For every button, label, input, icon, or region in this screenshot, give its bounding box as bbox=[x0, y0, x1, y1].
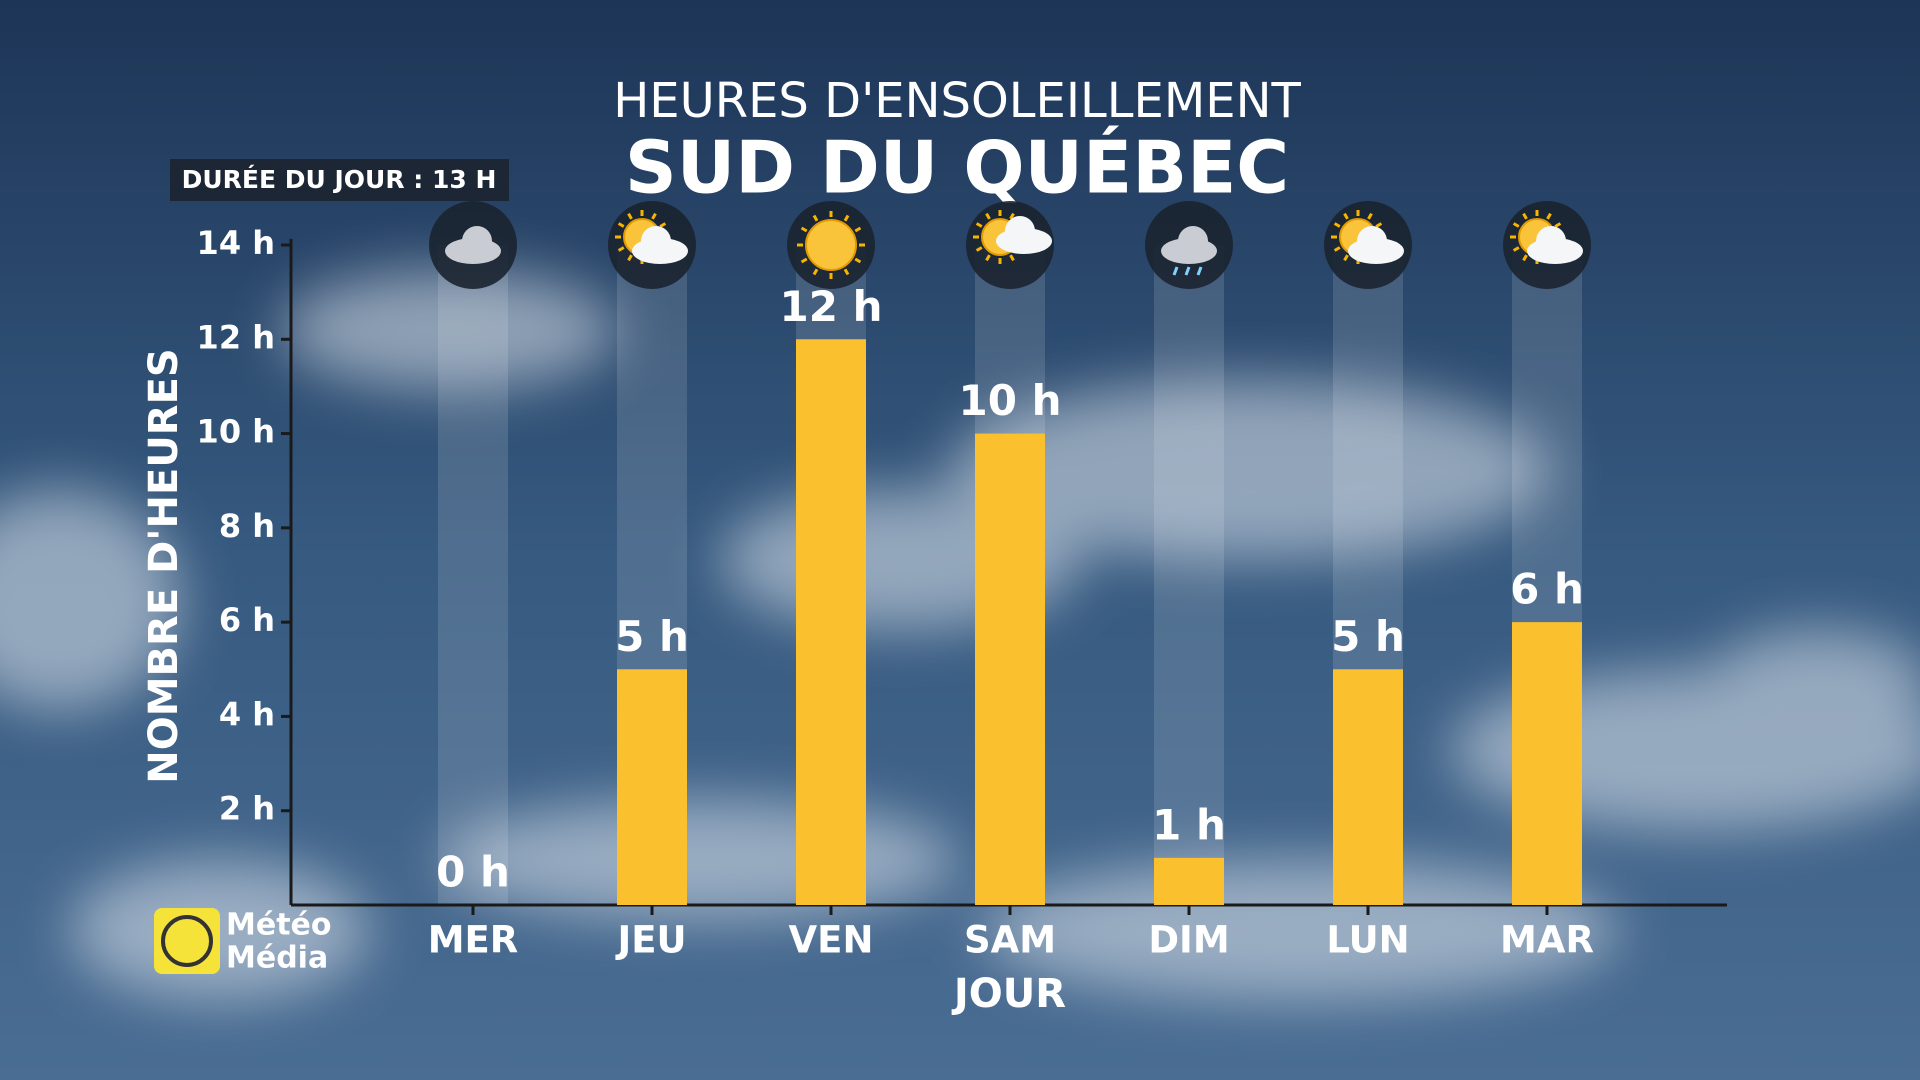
weather-icon bbox=[608, 201, 696, 289]
sun-ray bbox=[975, 246, 983, 252]
sun-ray bbox=[854, 257, 862, 264]
logo-text: Média bbox=[226, 941, 328, 976]
y-tick-label: 14 h bbox=[197, 224, 275, 262]
badge: DURÉE DU JOUR : 13 H bbox=[182, 165, 497, 194]
sun-ray bbox=[627, 212, 633, 220]
value-label: 1 h bbox=[1152, 800, 1226, 849]
weather-icon bbox=[787, 201, 875, 289]
sun-ray bbox=[627, 254, 633, 262]
logo: Météo Média bbox=[154, 908, 332, 976]
sun-ray bbox=[843, 214, 850, 222]
cloud bbox=[462, 226, 492, 256]
sun-ray bbox=[985, 212, 991, 220]
rain-drop bbox=[1196, 266, 1203, 276]
chart-title: SUD DU QUÉBEC bbox=[625, 126, 1289, 210]
sun-ray bbox=[1522, 212, 1528, 220]
bar bbox=[1333, 669, 1403, 905]
daylight-column bbox=[438, 245, 508, 905]
value-label: 10 h bbox=[959, 376, 1062, 425]
sun-ray bbox=[1554, 222, 1562, 228]
sun-ray bbox=[1009, 212, 1015, 220]
bar bbox=[975, 433, 1045, 905]
x-tick-label: SAM bbox=[964, 919, 1056, 962]
logo-mark bbox=[161, 915, 213, 967]
weather-icon bbox=[429, 201, 517, 289]
sun-ray bbox=[659, 222, 667, 228]
cloud bbox=[1178, 226, 1208, 256]
bar bbox=[617, 669, 687, 905]
sun-ray bbox=[1512, 246, 1520, 252]
cloud bbox=[1357, 226, 1387, 256]
sun-ray bbox=[843, 268, 850, 276]
sun-ray bbox=[1367, 212, 1373, 220]
sun-ray bbox=[975, 222, 983, 228]
rain-drop bbox=[1184, 266, 1191, 276]
weather-icon bbox=[1324, 201, 1412, 289]
value-label: 12 h bbox=[780, 282, 883, 331]
x-tick-label: JEU bbox=[614, 919, 686, 962]
sun-ray bbox=[1009, 254, 1015, 262]
logo-text: Météo bbox=[226, 908, 332, 943]
cloud bbox=[1536, 226, 1566, 256]
sun-ray bbox=[812, 268, 819, 276]
sun-ray bbox=[1333, 246, 1341, 252]
x-axis-label: JOUR bbox=[951, 971, 1066, 1017]
sun bbox=[805, 219, 857, 271]
x-tick-label: MER bbox=[428, 919, 519, 962]
bar bbox=[1154, 857, 1224, 905]
badge-box bbox=[170, 159, 509, 201]
sun-ray bbox=[1343, 254, 1349, 262]
y-axis-label: NOMBRE D'HEURES bbox=[141, 348, 187, 784]
sun-ray bbox=[800, 257, 808, 264]
y-tick-label: 6 h bbox=[219, 601, 275, 639]
sun-ray bbox=[1375, 222, 1383, 228]
sun-ray bbox=[1522, 254, 1528, 262]
sun-ray bbox=[1343, 212, 1349, 220]
sun-ray bbox=[617, 222, 625, 228]
sun-ray bbox=[1546, 212, 1552, 220]
sun-ray bbox=[617, 246, 625, 252]
y-tick-label: 12 h bbox=[197, 318, 275, 356]
bar bbox=[796, 339, 866, 905]
y-tick-label: 10 h bbox=[197, 413, 275, 451]
sun-ray bbox=[812, 214, 819, 222]
rain-drop bbox=[1172, 266, 1179, 276]
sun-ray bbox=[1512, 222, 1520, 228]
value-label: 0 h bbox=[436, 848, 510, 897]
y-tick-label: 2 h bbox=[219, 790, 275, 828]
x-tick-label: DIM bbox=[1148, 919, 1229, 962]
supertitle: HEURES D'ENSOLEILLEMENT bbox=[613, 73, 1301, 129]
y-tick-label: 4 h bbox=[219, 695, 275, 733]
daylight-column bbox=[1154, 245, 1224, 905]
weather-icon bbox=[966, 201, 1054, 289]
bar bbox=[1512, 622, 1582, 905]
x-tick-label: LUN bbox=[1326, 919, 1409, 962]
sun-ray bbox=[985, 254, 991, 262]
sun-ray bbox=[1333, 222, 1341, 228]
value-label: 5 h bbox=[615, 612, 689, 661]
cloud bbox=[641, 226, 671, 256]
cloud bbox=[1005, 216, 1035, 246]
value-label: 6 h bbox=[1510, 565, 1584, 614]
x-tick-label: VEN bbox=[789, 919, 874, 962]
weather-icon bbox=[1145, 201, 1233, 289]
sun-ray bbox=[651, 212, 657, 220]
weather-icon bbox=[1503, 201, 1591, 289]
y-tick-label: 8 h bbox=[219, 507, 275, 545]
sun-ray bbox=[854, 226, 862, 233]
value-label: 5 h bbox=[1331, 612, 1405, 661]
sun-ray bbox=[800, 226, 808, 233]
x-tick-label: MAR bbox=[1500, 919, 1594, 962]
